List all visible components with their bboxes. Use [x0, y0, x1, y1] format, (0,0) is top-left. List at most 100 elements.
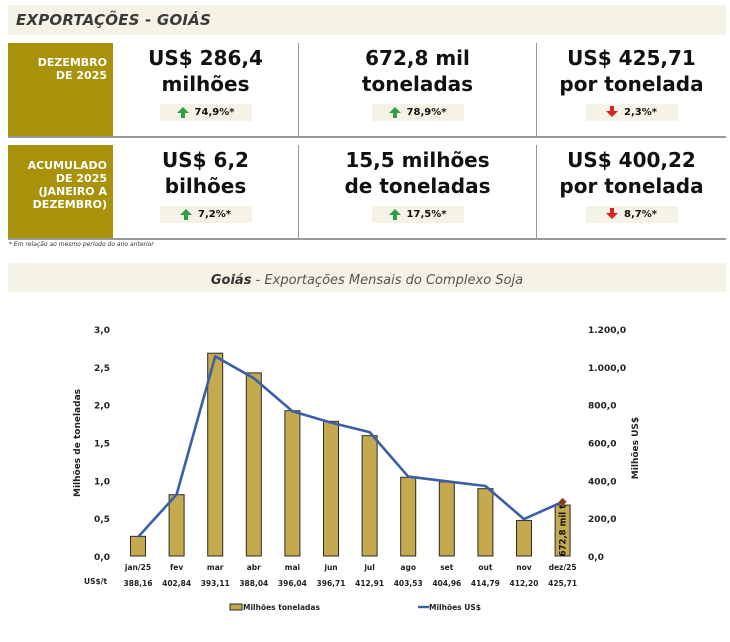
metric-line1: US$ 286,4 [148, 46, 263, 70]
change-badge: 8,7%* [585, 206, 678, 223]
price-per-ton-label: 412,91 [355, 579, 384, 588]
metric-line1: 672,8 mil [365, 46, 470, 70]
change-badge: 2,3%* [585, 104, 678, 121]
y-tick-label: 2,0 [94, 402, 110, 412]
chart-title-rest: - Exportações Mensais do Complexo Soja [251, 273, 524, 288]
bar [477, 488, 494, 557]
x-tick-label: mar [207, 563, 224, 572]
change-value: 8,7%* [624, 209, 657, 220]
price-per-ton-label: 403,53 [394, 579, 423, 588]
price-per-ton-label: 388,16 [124, 579, 153, 588]
price-per-ton-label: 425,71 [548, 579, 577, 588]
legend-label-bars: Milhões toneladas [243, 603, 320, 612]
summary-row-month: DEZEMBRO DE 2025 US$ 286,4 milhões 74,9%… [8, 43, 726, 138]
x-tick-label: mai [285, 563, 300, 572]
metric-line1: US$ 400,22 [567, 148, 696, 172]
y-tick-label: 0,0 [94, 553, 110, 563]
legend-bar-swatch [229, 603, 243, 611]
x-tick-label: dez/25 [549, 563, 577, 572]
bar [130, 535, 146, 557]
price-per-ton-label: 414,79 [471, 579, 500, 588]
y2-tick-label: 0,0 [588, 553, 604, 563]
bar [361, 435, 378, 557]
bar [168, 494, 185, 557]
price-per-ton-label: 412,20 [510, 579, 539, 588]
chart-title-bold: Goiás [210, 273, 252, 288]
price-per-ton-label: 404,96 [432, 579, 461, 588]
y2-tick-label: 800,0 [588, 402, 616, 412]
x-tick-label: abr [247, 563, 261, 572]
price-per-ton-label: 396,71 [317, 579, 346, 588]
metric-line2: por tonelada [559, 72, 704, 96]
y2-axis-label: Milhões US$ [631, 417, 641, 479]
bar [245, 372, 262, 557]
bar [284, 410, 301, 557]
price-per-ton-label: 393,11 [201, 579, 230, 588]
metric-value-usd: US$ 286,4 milhões 74,9%* [113, 43, 298, 136]
metric-price: US$ 425,71 por tonelada 2,3%* [536, 43, 726, 136]
price-per-ton-label: 402,84 [162, 579, 191, 588]
period-line: DE 2025 [55, 172, 107, 185]
change-badge: 74,9%* [159, 104, 252, 121]
period-line: DEZEMBRO) [32, 198, 107, 211]
change-badge: 17,5%* [371, 206, 464, 223]
price-per-ton-label: 388,04 [239, 579, 268, 588]
metric-price: US$ 400,22 por tonelada 8,7%* [536, 145, 726, 238]
metric-line1: US$ 6,2 [162, 148, 249, 172]
line-point-marker [558, 497, 567, 506]
arrow-up-icon [180, 209, 193, 220]
x-tick-label: out [478, 563, 492, 572]
x-tick-label: jun [323, 563, 337, 572]
y2-tick-label: 600,0 [588, 440, 616, 450]
chart-header: Goiás - Exportações Mensais do Complexo … [8, 263, 726, 292]
metric-value-usd: US$ 6,2 bilhões 7,2%* [113, 145, 298, 238]
period-line: DE 2025 [55, 69, 107, 82]
arrow-down-icon [606, 106, 619, 117]
change-value: 7,2%* [198, 209, 231, 220]
bar [438, 481, 455, 557]
y-axis-label: Milhões de toneladas [73, 389, 83, 497]
y-tick-label: 3,0 [94, 326, 110, 336]
legend-label-line: Milhões US$ [429, 603, 481, 612]
bar-data-label: 672,8 mil t [559, 505, 569, 557]
y-tick-label: 1,5 [94, 440, 110, 450]
bar [554, 504, 571, 557]
y2-tick-label: 1.000,0 [588, 364, 626, 374]
bar [400, 476, 417, 557]
x-tick-label: jul [363, 563, 374, 572]
period-line: (JANEIRO A [38, 185, 107, 198]
arrow-up-icon [388, 209, 401, 220]
price-per-ton-label: 396,04 [278, 579, 307, 588]
x-tick-label: fev [170, 563, 183, 572]
change-value: 17,5%* [406, 209, 447, 220]
bar [207, 352, 224, 557]
change-badge: 78,9%* [371, 104, 464, 121]
period-line: DEZEMBRO [37, 56, 107, 69]
x-tick-label: jan/25 [124, 563, 151, 572]
change-value: 74,9%* [194, 107, 235, 118]
chart-title: Goiás - Exportações Mensais do Complexo … [211, 273, 523, 288]
period-line: ACUMULADO [27, 159, 107, 172]
price-row-label: US$/t [84, 577, 107, 586]
metric-line1: US$ 425,71 [567, 46, 696, 70]
y-tick-label: 0,5 [94, 515, 110, 525]
period-label: ACUMULADO DE 2025 (JANEIRO A DEZEMBRO) [8, 145, 113, 238]
line-series-usd [137, 355, 564, 538]
bar [323, 420, 339, 557]
y2-tick-label: 1.200,0 [588, 326, 626, 336]
period-label: DEZEMBRO DE 2025 [8, 43, 113, 136]
y-tick-label: 1,0 [94, 477, 110, 487]
footnote: * Em relação ao mesmo período do ano ant… [9, 241, 154, 248]
arrow-up-icon [388, 107, 401, 118]
change-value: 78,9%* [406, 107, 447, 118]
y2-tick-label: 200,0 [588, 515, 616, 525]
metric-line2: bilhões [164, 174, 247, 198]
x-tick-label: set [440, 563, 454, 572]
arrow-up-icon [176, 107, 189, 118]
page-title: EXPORTAÇÕES - GOIÁS [16, 11, 211, 29]
bar [516, 519, 532, 557]
x-tick-label: nov [516, 563, 531, 572]
y-tick-label: 2,5 [94, 364, 110, 374]
metric-line2: de toneladas [344, 174, 491, 198]
arrow-down-icon [606, 208, 619, 219]
